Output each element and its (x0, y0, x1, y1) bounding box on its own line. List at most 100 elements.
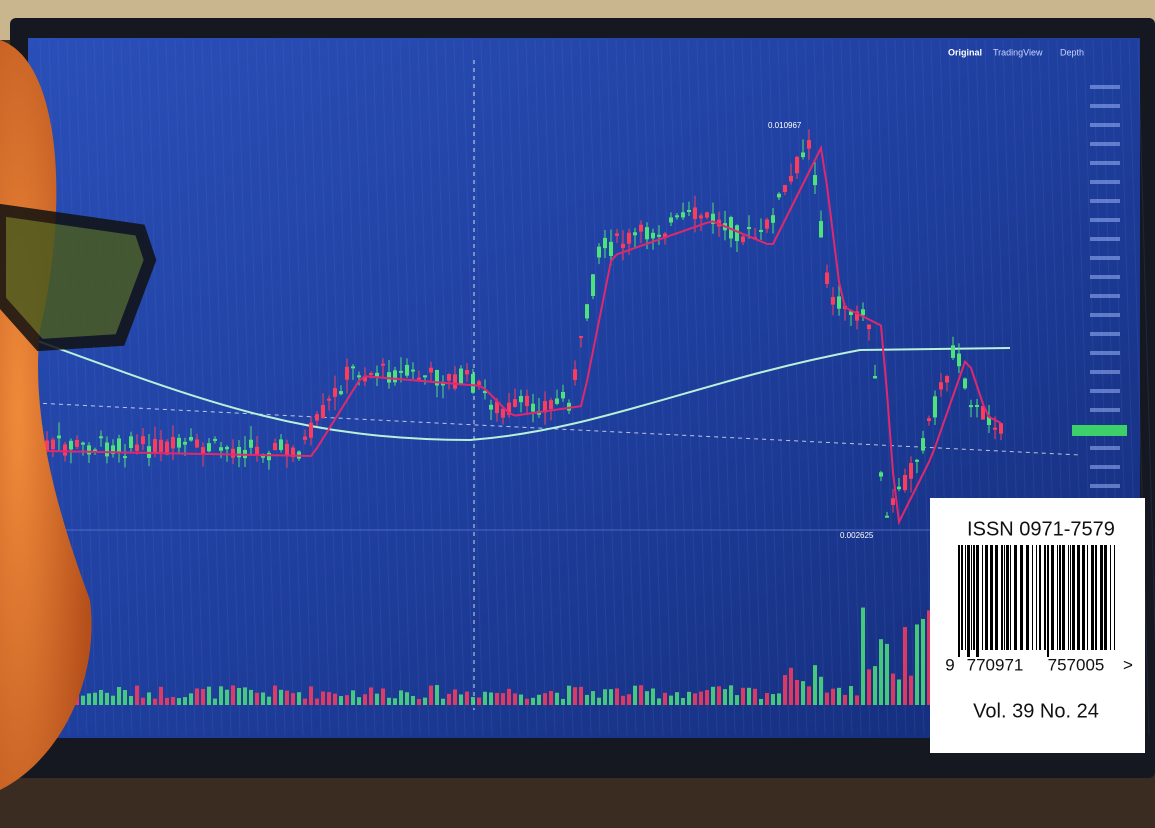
volume-bar (801, 681, 805, 705)
volume-bar (477, 698, 481, 705)
price-axis-label (1090, 256, 1120, 260)
candle-body (993, 428, 997, 430)
volume-bar (909, 676, 913, 705)
volume-bar (747, 688, 751, 705)
volume-bar (117, 687, 121, 705)
candle-body (957, 354, 961, 367)
volume-bar (669, 696, 673, 705)
volume-bar (813, 665, 817, 705)
candle-body (525, 396, 529, 406)
barcode-bar (1062, 545, 1065, 650)
volume-bar (237, 688, 241, 705)
candle-body (267, 453, 271, 460)
volume-bar (759, 699, 763, 705)
candle-body (909, 463, 913, 479)
candle-body (501, 409, 505, 418)
candle-body (159, 440, 163, 452)
volume-bar (411, 696, 415, 705)
price-axis-label (1090, 218, 1120, 222)
price-axis-label (1090, 446, 1120, 450)
volume-bar (717, 686, 721, 705)
candle-body (699, 215, 703, 218)
candle-body (255, 447, 259, 455)
volume-bar (279, 690, 283, 705)
tab[interactable]: Depth (1060, 47, 1084, 57)
candle-body (795, 157, 799, 173)
volume-bar (387, 698, 391, 705)
candle-body (105, 443, 109, 457)
candle-body (219, 447, 223, 451)
candle-body (639, 225, 643, 232)
candle-body (459, 369, 463, 384)
price-axis-label (1090, 161, 1120, 165)
volume-bar (681, 698, 685, 705)
volume-bar (849, 686, 853, 705)
candle-body (603, 238, 607, 248)
candle-body (207, 443, 211, 451)
volume-bar (525, 699, 529, 705)
volume-bar (825, 693, 829, 705)
volume-bar (705, 690, 709, 705)
volume-bar (243, 687, 247, 705)
price-axis-label (1090, 237, 1120, 241)
candle-body (117, 438, 121, 451)
barcode-bar (1091, 545, 1094, 650)
candle-body (513, 399, 517, 407)
volume-bar (513, 693, 517, 705)
barcode-bar (1026, 545, 1029, 650)
barcode-digit: 757005 (1048, 655, 1105, 674)
volume-bar (309, 686, 313, 705)
barcode-bar (958, 545, 960, 657)
volume-bar (93, 693, 97, 705)
price-axis-label (1090, 351, 1120, 355)
candle-body (99, 436, 103, 438)
volume-bar (177, 698, 181, 705)
price-axis-label (1090, 180, 1120, 184)
volume-bar (675, 692, 679, 705)
candle-body (615, 233, 619, 236)
volume-bar (369, 687, 373, 705)
candle-body (369, 373, 373, 375)
volume-bar (501, 693, 505, 705)
volume-bar (87, 693, 91, 705)
candle-body (945, 376, 949, 383)
price-axis-label (1090, 275, 1120, 279)
candle-body (897, 487, 901, 490)
barcode-bar (1010, 545, 1011, 650)
volume-bar (357, 697, 361, 705)
issn: ISSN 0971-7579 (967, 518, 1115, 540)
price-axis-label (1090, 294, 1120, 298)
volume-bar (549, 691, 553, 705)
volume-bar (567, 686, 571, 705)
candle-body (759, 230, 763, 232)
volume-bar (789, 668, 793, 705)
barcode-bar (1110, 545, 1111, 650)
volume-bar (495, 693, 499, 705)
volume-bar (585, 695, 589, 705)
volume-bar (447, 694, 451, 705)
volume-bar (231, 685, 235, 705)
volume-bar (135, 686, 139, 705)
volume-bar (441, 699, 445, 705)
barcode-bar (1070, 545, 1071, 650)
candle-body (801, 152, 805, 157)
candle-body (321, 405, 325, 418)
tab[interactable]: Original (948, 47, 982, 57)
volume-bar (537, 695, 541, 705)
volume-bar (645, 691, 649, 705)
candle-body (831, 297, 835, 305)
candle-body (285, 444, 289, 455)
volume-bar (297, 692, 301, 705)
volume-bar (711, 687, 715, 705)
barcode-bar (1095, 545, 1097, 650)
volume-bar (687, 692, 691, 705)
candle-body (735, 225, 739, 241)
candle-body (87, 445, 91, 454)
candle-body (471, 374, 475, 393)
candle-body (651, 233, 655, 239)
candle-body (609, 242, 613, 256)
volume-bar (579, 687, 583, 705)
barcode-bar (1004, 545, 1005, 650)
tab[interactable]: TradingView (993, 47, 1043, 57)
candle-body (633, 232, 637, 235)
